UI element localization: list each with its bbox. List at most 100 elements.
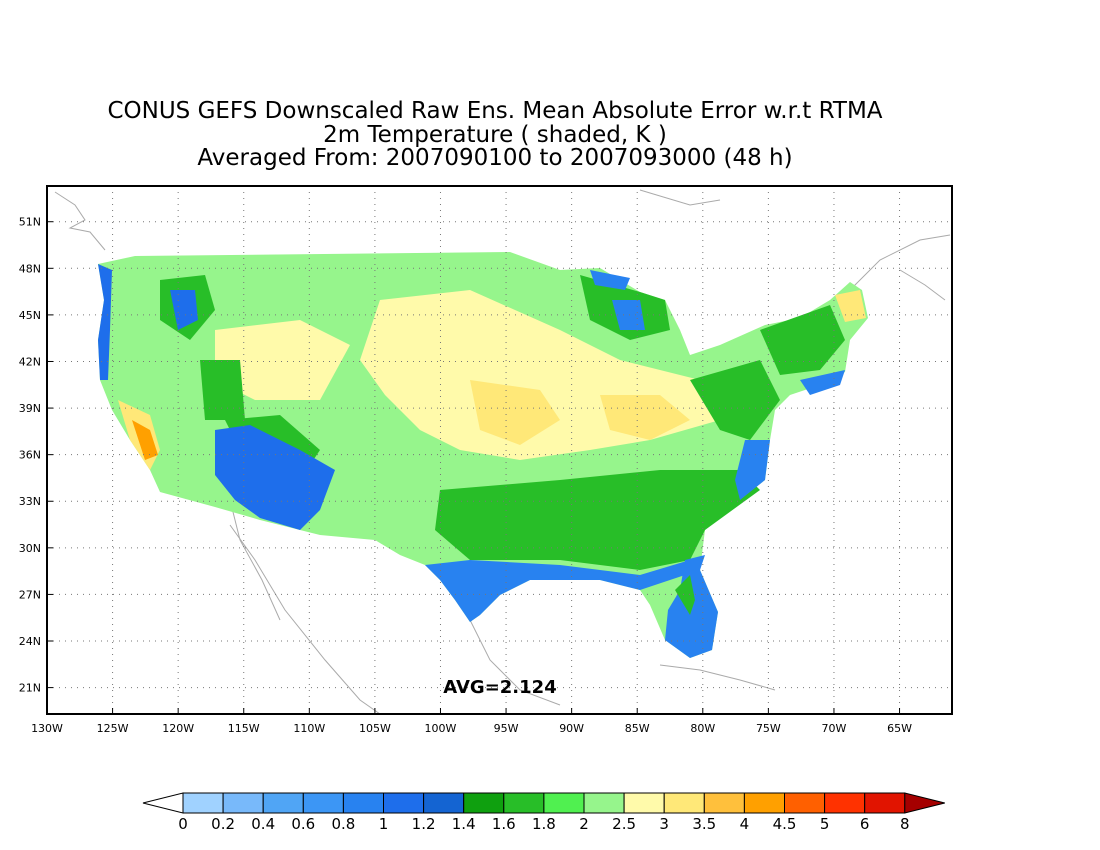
colorbar-box [222,792,264,814]
colorbar-label: 8 [900,815,910,833]
colorbar-label: 2.5 [612,815,636,833]
colorbar-box [503,792,545,814]
gulf-coast-shading [425,560,700,622]
colorbar-label: 0.6 [291,815,315,833]
hudson-outline [639,189,721,206]
lon-tick-label: 85W [625,722,650,735]
lon-tick-label: 120W [162,722,194,735]
lon-tick-label: 110W [293,722,325,735]
cuba-outline [659,664,776,691]
colorbar-under-triangle [142,792,184,814]
lon-tick-label: 125W [97,722,129,735]
colorbar-box [262,792,304,814]
colorbar-label: 0.8 [331,815,355,833]
mexico-coast-outline [229,524,381,714]
lat-tick-labels: 21N 24N 27N 30N 33N 36N 39N 42N 45N 48N 51N [19,216,53,695]
maine-shading [835,290,866,322]
southeast-shading [435,470,760,570]
colorbar-box [342,792,384,814]
lat-tick-label: 42N [19,355,41,368]
colorbar-label: 0 [178,815,188,833]
basin-shading [215,320,350,400]
canada-east-outline [849,234,951,291]
coastlines [54,189,951,714]
colorbar-box [703,792,745,814]
colorbar-label: 1.2 [412,815,436,833]
florida-interior-shading [675,575,695,615]
lat-tick-label: 21N [19,682,41,695]
conus-shading [98,252,868,658]
colorbar-box [543,792,585,814]
colorbar-box [864,792,906,814]
map-frame [46,185,953,715]
baja-outline [229,499,281,621]
colorbar-label: 3.5 [692,815,716,833]
lat-tick-label: 51N [19,216,41,229]
colorbar-label: 2 [579,815,589,833]
lon-tick-label: 105W [359,722,391,735]
colorbar-label: 0.4 [251,815,275,833]
colorbar-box [623,792,665,814]
colorbar-box [784,792,826,814]
colorbar-label: 0.2 [211,815,235,833]
map-title: CONUS GEFS Downscaled Raw Ens. Mean Abso… [0,98,990,171]
lat-tick-label: 30N [19,542,41,555]
canada-coast-outline [54,191,106,251]
colorbar-over-triangle [904,792,945,814]
lat-tick-label: 39N [19,402,41,415]
rockies-shading [200,360,245,420]
title-line-1: CONUS GEFS Downscaled Raw Ens. Mean Abso… [107,98,883,124]
colorbar-box [383,792,425,814]
colorbar-box [182,792,224,814]
colorbar-box [302,792,344,814]
lon-tick-label: 95W [494,722,519,735]
gulf-coast-outline [469,619,561,706]
ohio-valley-shading [600,395,690,440]
colorbar-label: 1.6 [492,815,516,833]
pacific-coast-shading [98,264,112,380]
graticule [47,186,952,714]
colorbar-box [663,792,705,814]
cascades-core-shading [170,290,198,330]
lat-tick-label: 27N [19,588,41,601]
colorbar-label: 6 [860,815,870,833]
colorbar-label: 1.8 [532,815,556,833]
newfoundland-outline [899,269,946,301]
average-annotation: AVG=2.124 [443,677,556,698]
lake-michigan-shading [612,300,645,330]
plains-core-shading [470,380,560,445]
colorbar-box [824,792,866,814]
lat-tick-label: 45N [19,309,41,322]
lon-tick-label: 75W [756,722,781,735]
colorbar-box [743,792,786,814]
colorbar-label: 4.5 [773,815,797,833]
title-line-2: 2m Temperature ( shaded, K ) [323,121,667,148]
appalachian-shading [690,360,780,440]
colorbar-label: 1.4 [452,815,476,833]
lat-tick-label: 24N [19,635,41,648]
lon-tick-label: 65W [887,722,912,735]
colorbar-box [463,792,505,814]
colorbar-labels: 0 0.2 0.4 0.6 0.8 1 1.2 1.4 1.6 1.8 2 2.5 3 3.5 4 4.5 5 6… [178,815,909,833]
colorbar-label: 4 [740,815,750,833]
title-line-3: Averaged From: 2007090100 to 2007093000 … [197,145,793,171]
colorbar-box [583,792,625,814]
new-england-shading [760,305,845,375]
colorbar-label: 5 [820,815,830,833]
colorbar-boxes [142,792,945,814]
central-valley-shading [132,420,158,460]
southwest-shading [215,425,335,530]
lat-tick-label: 33N [19,495,41,508]
lake-superior-shading [590,270,630,290]
lon-tick-label: 80W [690,722,715,735]
lon-tick-labels: 130W 125W 120W 115W 110W 105W 100W 95W 90W 85W 80W… [31,708,912,735]
northeast-coast-shading [800,370,845,395]
lon-tick-label: 100W [425,722,457,735]
lon-tick-label: 70W [822,722,847,735]
lon-tick-label: 130W [31,722,63,735]
lat-tick-label: 36N [19,449,41,462]
lon-tick-label: 90W [559,722,584,735]
colorbar-label: 1 [379,815,389,833]
